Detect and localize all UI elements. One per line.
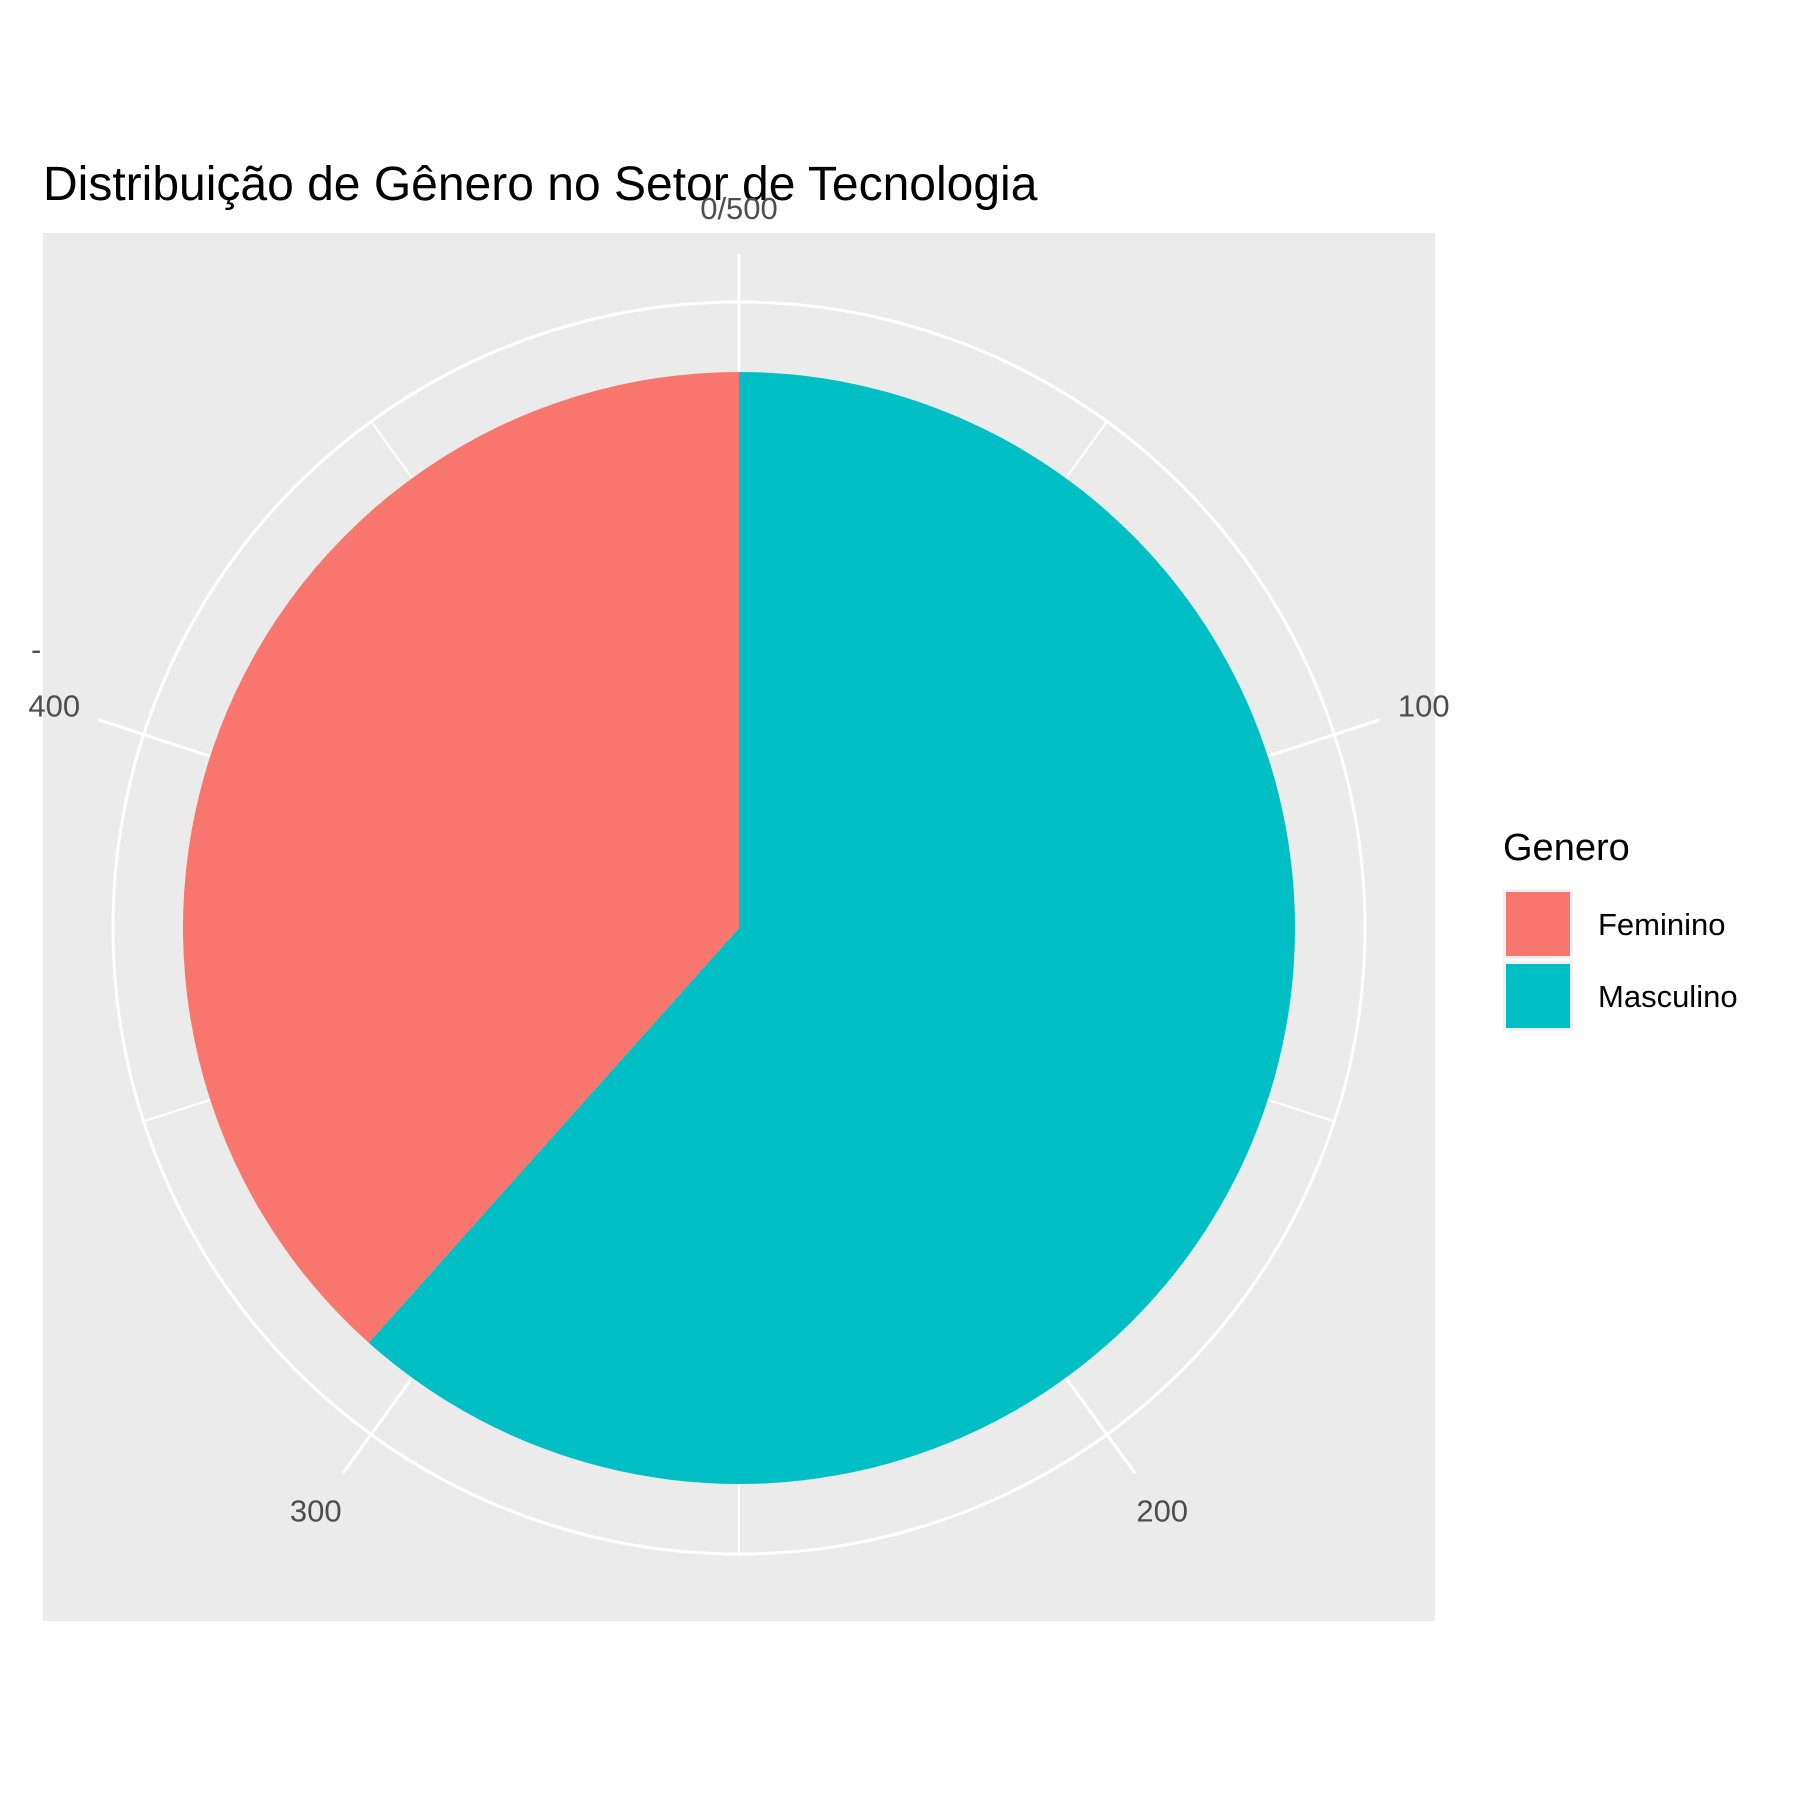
pie-slice-masculino (368, 372, 1295, 1484)
theta-tick-mark (97, 718, 145, 736)
theta-tick-label: 400 (28, 689, 80, 724)
legend: Genero Feminino Masculino (1503, 827, 1738, 1031)
theta-tick-label: 300 (290, 1493, 342, 1528)
tick-layer: 0/500 100 200 300 400 (28, 191, 1449, 1528)
pie-slice-feminino (183, 372, 739, 1343)
theta-tick-mark (341, 1433, 373, 1475)
chart-title: Distribuição de Gênero no Setor de Tecno… (43, 158, 1038, 211)
slice-layer (183, 372, 1295, 1484)
theta-tick-label: 200 (1136, 1493, 1188, 1528)
y-axis-tick-label: - (31, 632, 41, 667)
legend-item-label: Masculino (1598, 979, 1738, 1014)
theta-tick-label: 0/500 (700, 191, 778, 226)
legend-item-label: Feminino (1598, 907, 1726, 942)
legend-key-swatch (1506, 964, 1570, 1028)
legend-items: Feminino Masculino (1503, 889, 1738, 1031)
theta-tick-label: 100 (1398, 689, 1450, 724)
theta-tick-mark (1105, 1433, 1137, 1475)
legend-key-swatch (1506, 892, 1570, 956)
theta-tick-mark (1333, 718, 1381, 736)
legend-title: Genero (1503, 827, 1630, 869)
